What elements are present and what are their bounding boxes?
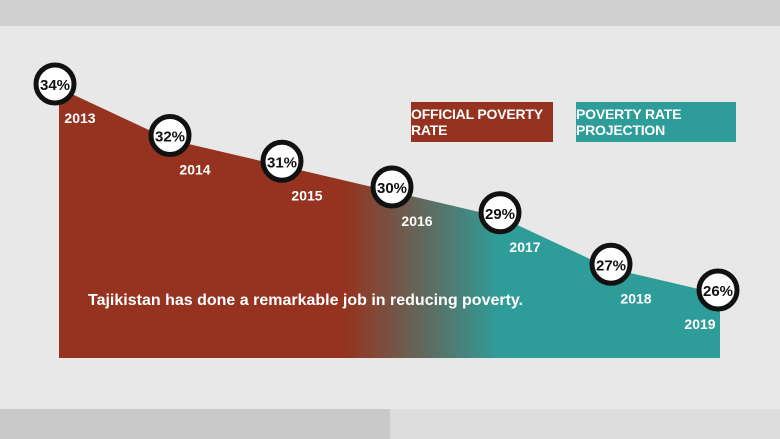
data-point-marker xyxy=(148,114,192,157)
legend-projection: POVERTY RATE PROJECTION xyxy=(576,102,736,142)
data-label: 26% xyxy=(703,283,733,300)
legend-official: OFFICIAL POVERTY RATE xyxy=(411,102,553,142)
data-point-marker xyxy=(589,242,633,286)
caption: Tajikistan has done a remarkable job in … xyxy=(88,292,524,309)
bottom-band-right xyxy=(390,409,780,439)
data-label: 34% xyxy=(40,77,70,94)
legend-projection-label: POVERTY RATE PROJECTION xyxy=(576,106,682,138)
data-point-marker xyxy=(260,139,304,183)
data-label: 27% xyxy=(596,257,626,274)
top-band xyxy=(0,0,780,26)
x-tick-label: 2015 xyxy=(291,187,322,203)
data-point-marker xyxy=(696,268,740,312)
x-tick-label: 2014 xyxy=(179,162,210,178)
data-point-marker xyxy=(33,62,77,106)
data-point-marker xyxy=(478,191,522,235)
x-tick-label: 2016 xyxy=(401,213,432,229)
x-tick-label: 2017 xyxy=(509,239,540,255)
data-label: 31% xyxy=(267,154,297,171)
legend-official-label: OFFICIAL POVERTY RATE xyxy=(411,106,543,138)
poverty-area xyxy=(59,88,720,358)
x-tick-label: 2019 xyxy=(684,316,715,332)
x-tick-label: 2013 xyxy=(64,110,95,126)
data-label: 29% xyxy=(485,206,515,223)
data-point-marker xyxy=(370,165,414,209)
data-label: 32% xyxy=(155,129,185,146)
bottom-band-left xyxy=(0,409,390,439)
x-tick-label: 2018 xyxy=(620,290,651,306)
data-label: 30% xyxy=(377,180,407,197)
